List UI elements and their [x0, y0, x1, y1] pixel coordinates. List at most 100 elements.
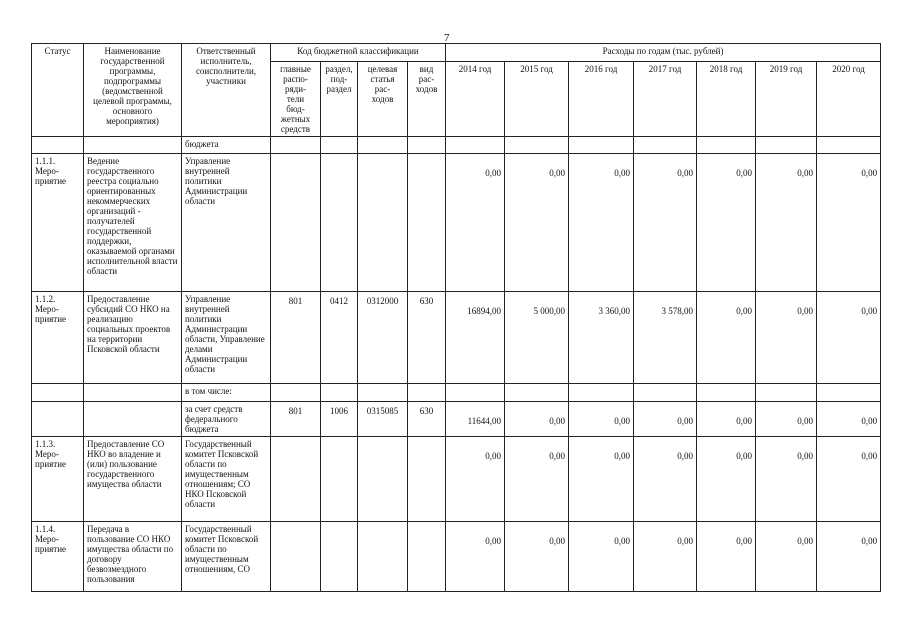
header-status: Статус [31, 43, 84, 137]
value-cell [696, 136, 757, 154]
code-cell: 1006 [320, 401, 358, 437]
value-cell [696, 383, 757, 402]
code-cell [406, 153, 447, 292]
value-cell [445, 136, 506, 154]
code-cell [320, 521, 358, 592]
budget-table: Статус Наименование государственной прогр… [31, 43, 882, 592]
responsible-cell: за счет средств федерального бюджета [181, 401, 271, 437]
header-year: 2019 год [755, 61, 818, 137]
responsible-cell: Государственный комитет Псковской област… [181, 521, 271, 592]
value-cell: 0,00 [568, 436, 635, 522]
code-cell: 630 [406, 401, 447, 437]
value-cell: 0,00 [696, 401, 757, 437]
value-cell: 3 578,00 [633, 291, 698, 384]
value-cell: 0,00 [696, 436, 757, 522]
code-cell [406, 136, 447, 154]
page-number: 7 [444, 32, 450, 44]
header-code: главные распо- ряди- тели бюд- жетных ср… [270, 61, 321, 137]
value-cell: 0,00 [755, 436, 818, 522]
value-cell [755, 383, 818, 402]
header-code: вид рас- ходов [406, 61, 447, 137]
value-cell: 0,00 [504, 401, 570, 437]
header-expenses-group: Расходы по годам (тыс. рублей) [445, 43, 882, 62]
value-cell: 0,00 [633, 401, 698, 437]
value-cell: 0,00 [755, 153, 818, 292]
value-cell [755, 136, 818, 154]
value-cell: 0,00 [696, 291, 757, 384]
table-row: 1.1.2. Меро- приятие Предоставление субси… [31, 291, 882, 384]
value-cell [816, 383, 882, 402]
code-cell [270, 521, 321, 592]
header-year: 2017 год [633, 61, 698, 137]
value-cell: 0,00 [696, 153, 757, 292]
code-cell [270, 383, 321, 402]
table-row: 1.1.1. Меро- приятие Ведение государствен… [31, 153, 882, 292]
header-row: Статус Наименование государственной прогр… [31, 43, 882, 137]
header-code: раздел, под- раздел [320, 61, 358, 137]
name-cell [83, 401, 182, 437]
value-cell: 0,00 [504, 521, 570, 592]
header-year: 2016 год [568, 61, 635, 137]
table-row: 1.1.3. Меро- приятие Предоставление СО НК… [31, 436, 882, 522]
name-cell [83, 136, 182, 154]
value-cell: 0,00 [816, 436, 882, 522]
header-name: Наименование государственной программы, … [83, 43, 182, 137]
value-cell: 5 000,00 [504, 291, 570, 384]
value-cell: 0,00 [816, 521, 882, 592]
name-cell: Предоставление субсидий СО НКО на реализ… [83, 291, 182, 384]
value-cell: 3 360,00 [568, 291, 635, 384]
code-cell [357, 136, 408, 154]
value-cell [445, 383, 506, 402]
header-year: 2018 год [696, 61, 757, 137]
header-responsible: Ответственный исполнитель, соисполнители… [181, 43, 271, 137]
value-cell: 0,00 [755, 401, 818, 437]
value-cell: 0,00 [755, 291, 818, 384]
value-cell: 0,00 [633, 436, 698, 522]
code-cell [320, 383, 358, 402]
code-cell [406, 436, 447, 522]
code-cell: 630 [406, 291, 447, 384]
code-cell [320, 436, 358, 522]
value-cell [504, 136, 570, 154]
value-cell [568, 136, 635, 154]
value-cell: 0,00 [633, 521, 698, 592]
header-year: 2015 год [504, 61, 570, 137]
value-cell: 0,00 [504, 436, 570, 522]
value-cell: 0,00 [816, 401, 882, 437]
value-cell [504, 383, 570, 402]
value-cell [633, 383, 698, 402]
code-cell: 0312000 [357, 291, 408, 384]
code-cell [320, 136, 358, 154]
value-cell: 0,00 [445, 436, 506, 522]
status-cell: 1.1.2. Меро- приятие [31, 291, 84, 384]
header-code-group: Код бюджетной классификации [269, 43, 447, 62]
table-row: 1.1.4. Меро- приятие Передача в пользован… [31, 521, 882, 592]
value-cell [633, 136, 698, 154]
responsible-cell: в том числе: [181, 383, 271, 402]
value-cell: 0,00 [696, 521, 757, 592]
value-cell: 0,00 [633, 153, 698, 292]
status-cell: 1.1.1. Меро- приятие [31, 153, 84, 292]
status-cell: 1.1.3. Меро- приятие [31, 436, 84, 522]
value-cell: 0,00 [816, 291, 882, 384]
value-cell: 0,00 [568, 521, 635, 592]
name-cell: Передача в пользование СО НКО имущества … [83, 521, 182, 592]
value-cell: 0,00 [445, 153, 506, 292]
code-cell [270, 136, 321, 154]
table-row: в том числе: [31, 383, 882, 402]
responsible-cell: Управление внутренней политики Администр… [181, 153, 271, 292]
responsible-cell: бюджета [181, 136, 271, 154]
code-cell [406, 521, 447, 592]
value-cell [568, 383, 635, 402]
code-cell: 0315085 [357, 401, 408, 437]
code-cell [406, 383, 447, 402]
value-cell: 0,00 [568, 401, 635, 437]
value-cell [816, 136, 882, 154]
name-cell [83, 383, 182, 402]
value-cell: 11644,00 [445, 401, 506, 437]
value-cell: 0,00 [504, 153, 570, 292]
value-cell: 16894,00 [445, 291, 506, 384]
header-code: целевая статья рас- ходов [357, 61, 408, 137]
value-cell: 0,00 [445, 521, 506, 592]
name-cell: Ведение государственного реестра социаль… [83, 153, 182, 292]
